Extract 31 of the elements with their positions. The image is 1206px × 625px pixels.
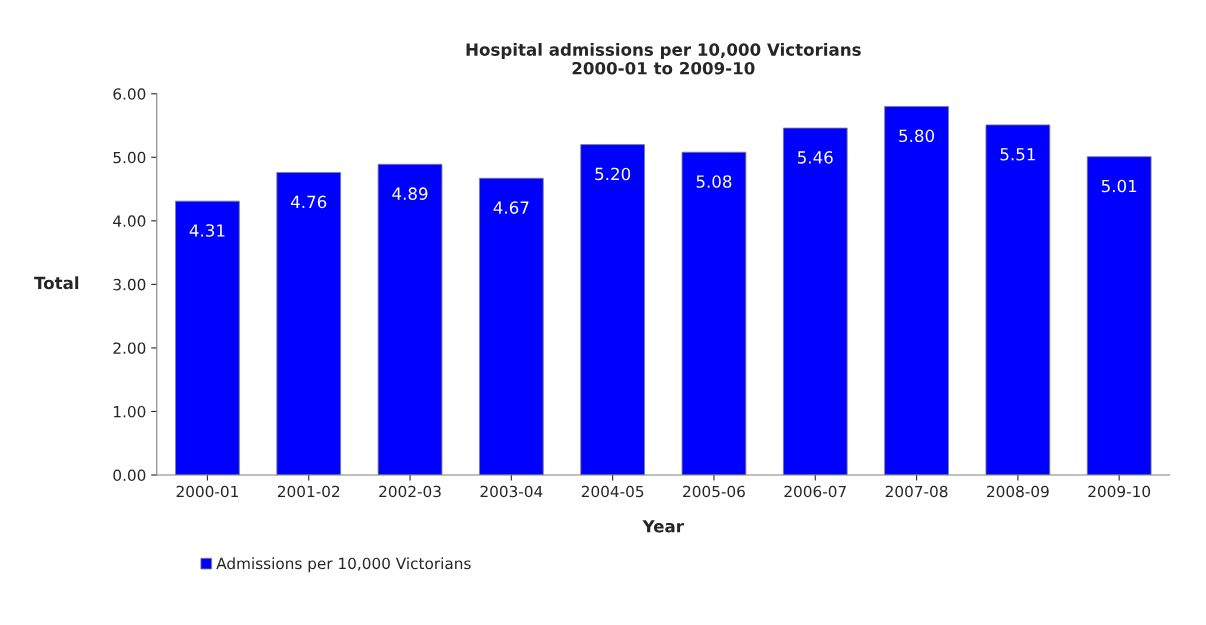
- data-label: 5.08: [696, 175, 732, 188]
- x-tick-label: 2000-01: [176, 485, 238, 498]
- x-tick-label: 2006-07: [784, 485, 846, 498]
- y-tick-label: 2.00: [113, 342, 146, 354]
- data-label: 5.20: [595, 167, 631, 181]
- y-tick-label: 5.00: [113, 151, 146, 164]
- y-tick-label: 4.00: [113, 215, 146, 227]
- data-label: 4.89: [392, 187, 428, 200]
- x-tick-label: 2003-04: [480, 485, 543, 498]
- chart-title: Hospital admissions per 10,000 Victorians 2000-01 to 2009-10: [466, 42, 861, 75]
- x-tick-label: 2005-06: [683, 485, 745, 498]
- y-tick-label: 1.00: [114, 405, 146, 418]
- x-tick-label: 2004-05: [581, 485, 644, 498]
- y-tick-label: 6.00: [113, 88, 146, 100]
- data-label: 5.51: [1000, 148, 1035, 161]
- legend-label: Admissions per 10,000 Victorians: [216, 557, 471, 573]
- x-tick-label: 2008-09: [987, 485, 1049, 498]
- data-label: 5.80: [899, 129, 935, 143]
- data-label: 4.76: [291, 195, 327, 209]
- x-axis-title: Year: [642, 520, 684, 533]
- x-tick-label: 2007-08: [885, 485, 948, 498]
- data-label: 4.31: [189, 224, 225, 237]
- y-axis-title: Total: [34, 276, 79, 290]
- y-tick-label: 3.00: [113, 278, 146, 291]
- data-label: 4.67: [493, 201, 529, 214]
- x-tick-label: 2001-02: [277, 485, 340, 498]
- x-tick-label: 2002-03: [379, 485, 441, 498]
- data-label: 5.01: [1101, 179, 1137, 193]
- y-tick-label: 0.00: [113, 469, 146, 482]
- x-tick-label: 2009-10: [1088, 485, 1151, 498]
- data-label: 5.46: [797, 151, 833, 164]
